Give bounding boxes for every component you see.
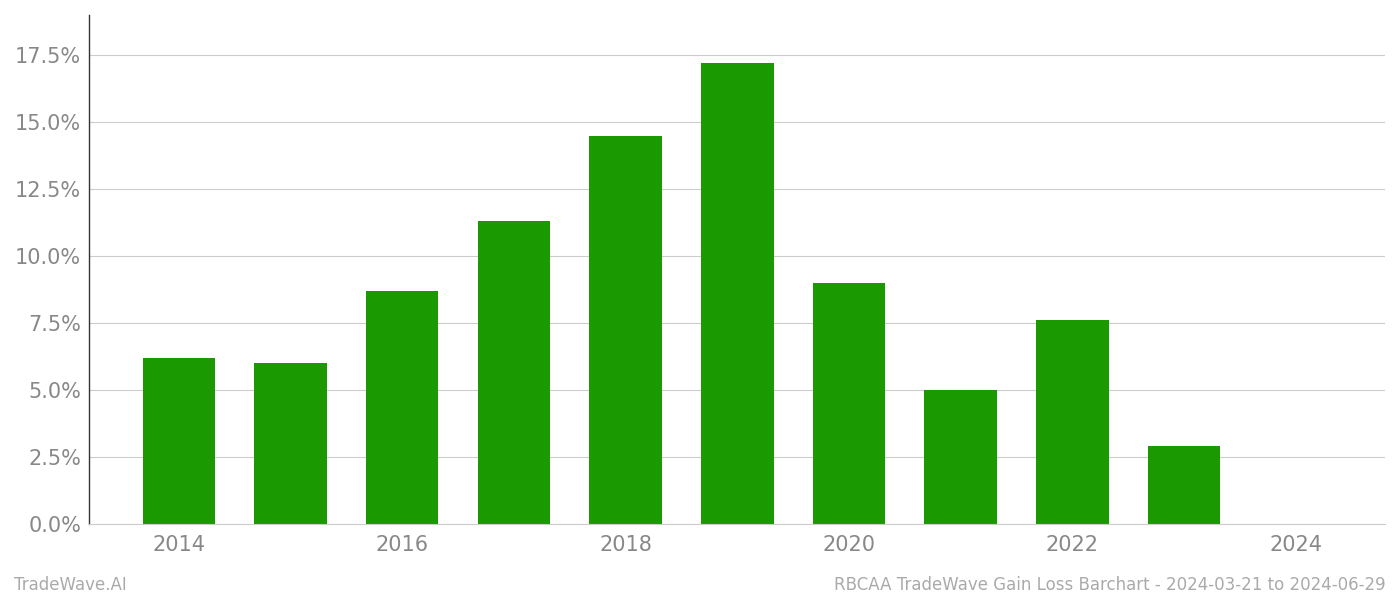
Text: TradeWave.AI: TradeWave.AI [14, 576, 127, 594]
Bar [1036, 320, 1109, 524]
Bar [589, 136, 662, 524]
Bar [255, 363, 326, 524]
Bar [1148, 446, 1221, 524]
Bar [477, 221, 550, 524]
Bar [812, 283, 885, 524]
Bar [365, 291, 438, 524]
Bar [143, 358, 216, 524]
Text: RBCAA TradeWave Gain Loss Barchart - 2024-03-21 to 2024-06-29: RBCAA TradeWave Gain Loss Barchart - 202… [834, 576, 1386, 594]
Bar [701, 63, 774, 524]
Bar [924, 390, 997, 524]
